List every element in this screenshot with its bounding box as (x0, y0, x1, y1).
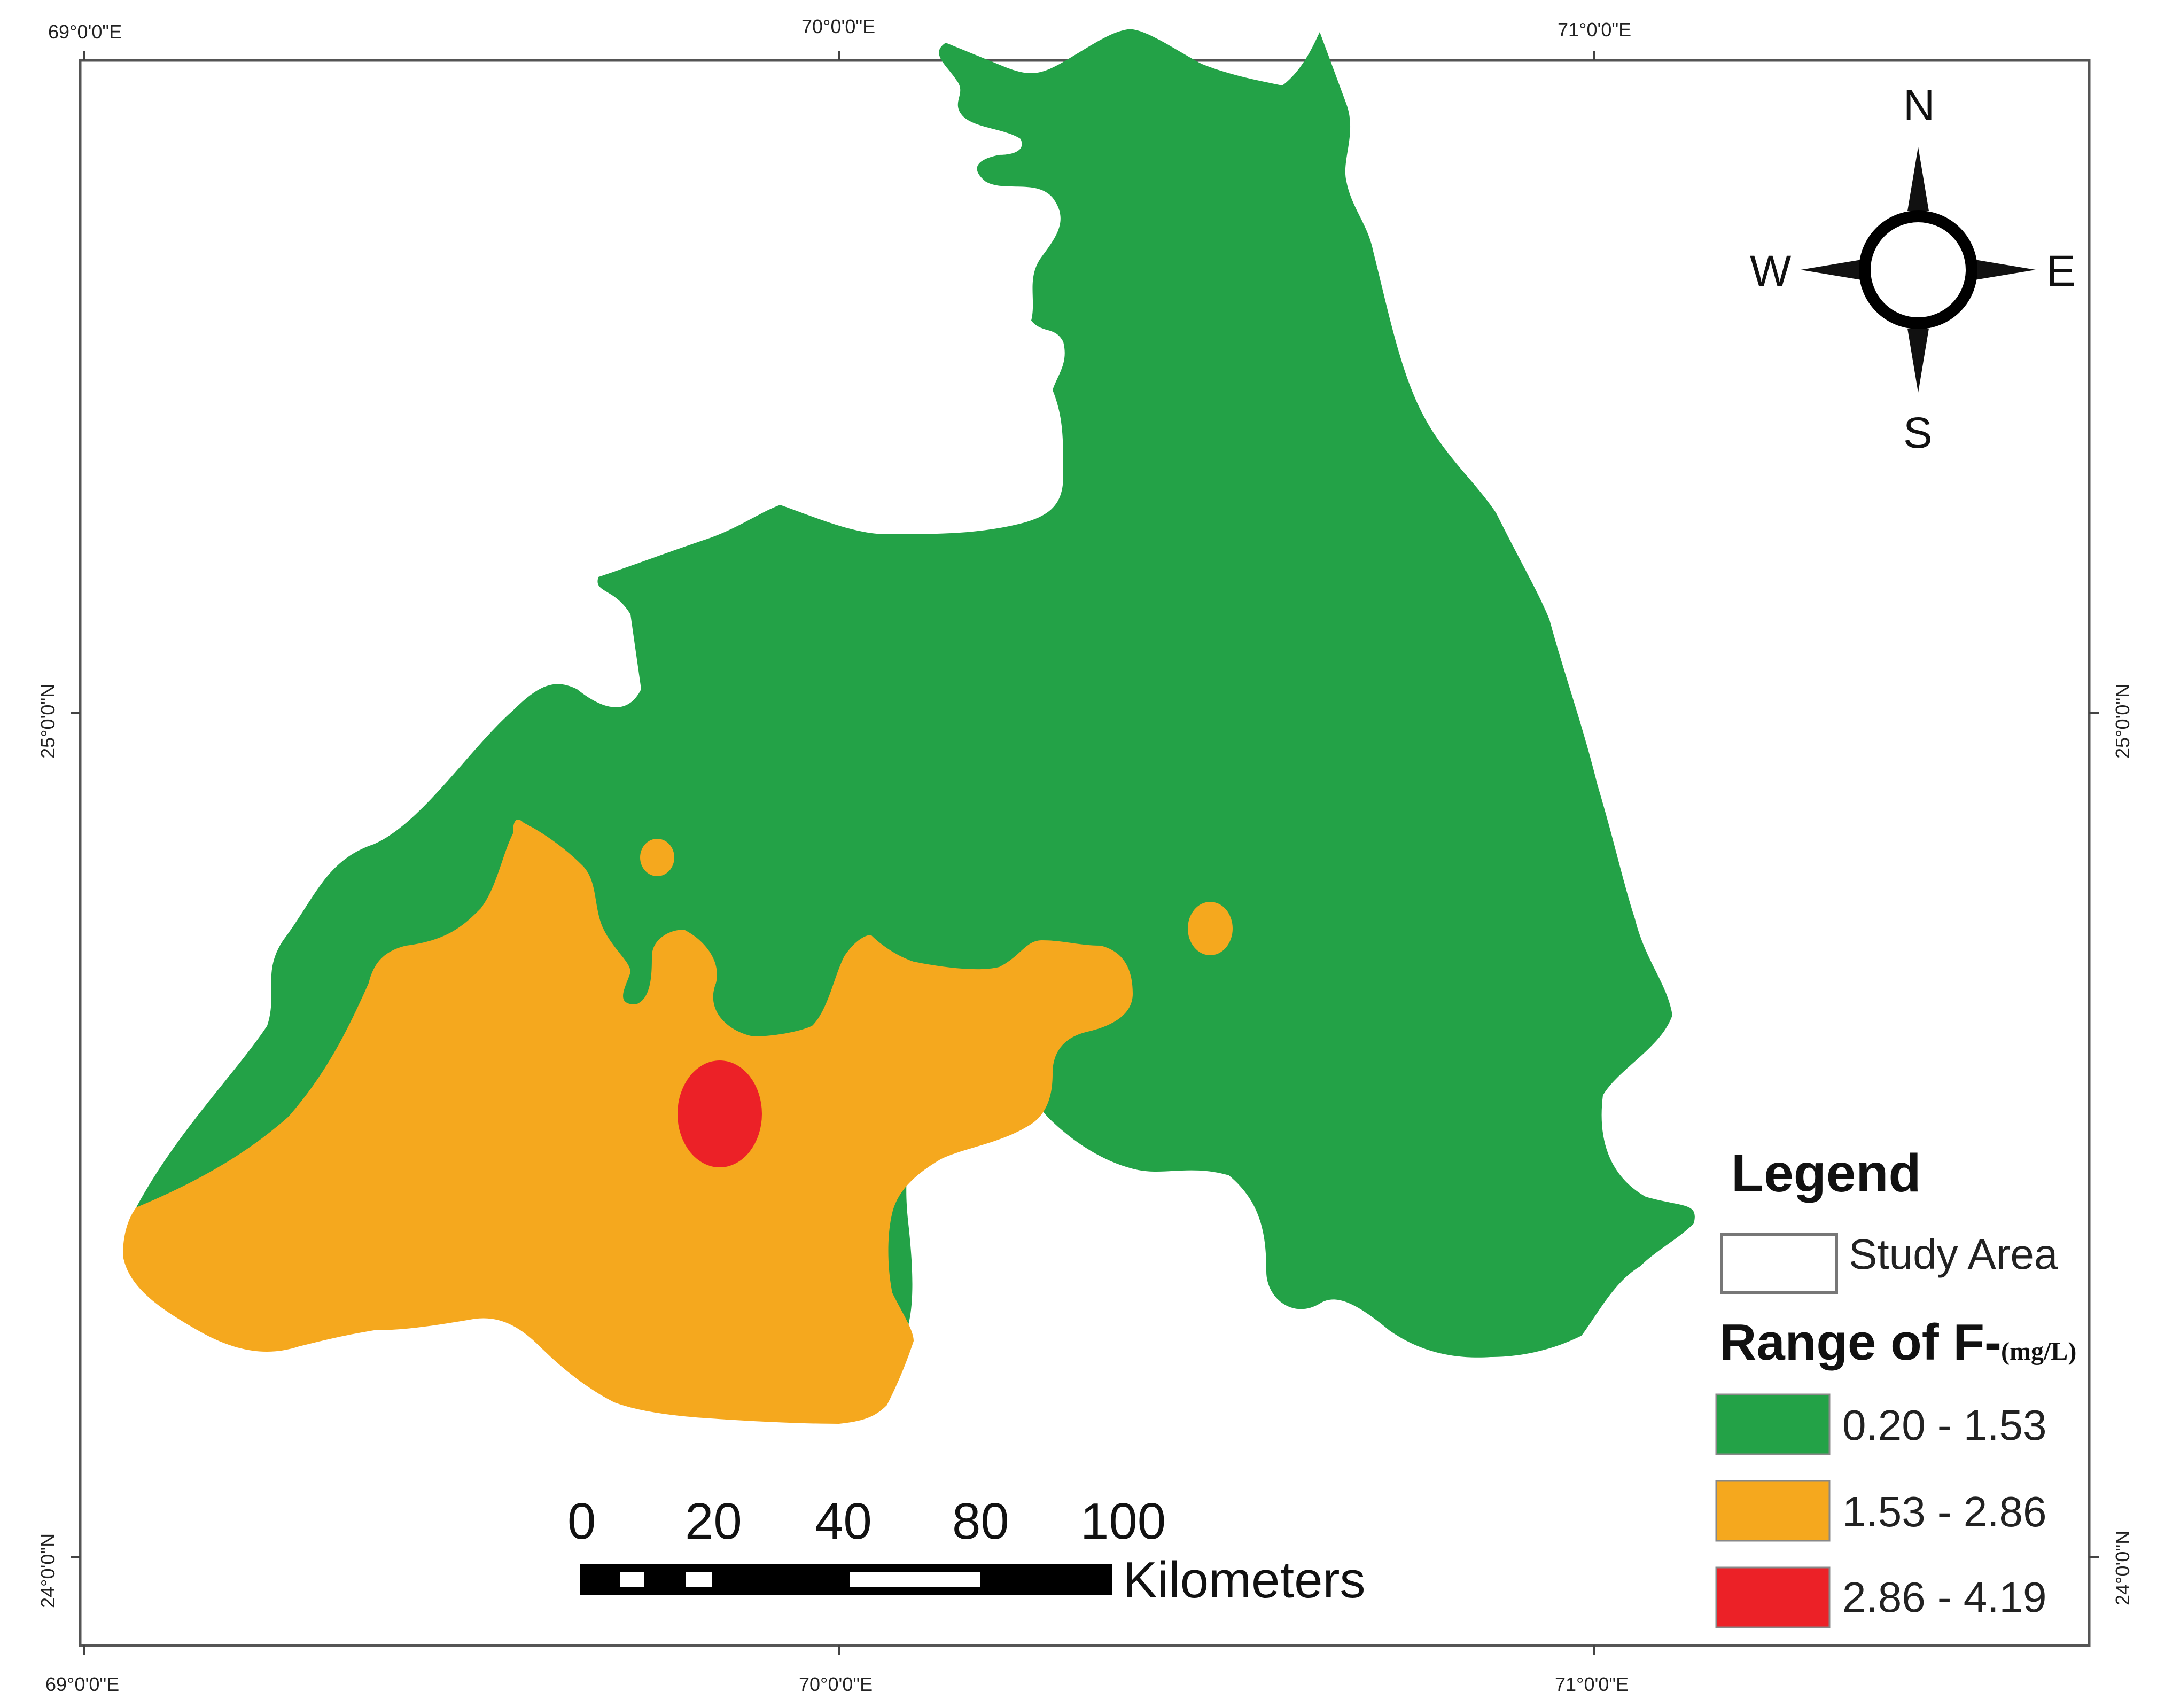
left-lat-label-2: 24°0'0"N (37, 1533, 59, 1608)
legend-title: Legend (1731, 1143, 1921, 1203)
zone-high-fluoride (678, 1060, 762, 1167)
legend-swatch-high (1715, 1566, 1831, 1628)
scale-bar-segment-white-2 (686, 1572, 712, 1587)
right-lat-label-1: 25°0'0"N (2112, 684, 2133, 759)
scale-bar-segment-white-3 (850, 1572, 980, 1587)
legend-label-high: 2.86 - 4.19 (1842, 1573, 2047, 1621)
compass-north-point (1907, 147, 1929, 211)
top-lon-label-3: 71°0'0"E (1558, 19, 1631, 41)
scale-bar: 0 20 40 80 100 Kilometers (567, 1493, 1365, 1609)
scale-tick-100: 100 (1080, 1493, 1166, 1550)
compass-south-label: S (1903, 409, 1933, 457)
compass-west-label: W (1750, 247, 1792, 295)
legend-swatch-low (1715, 1393, 1831, 1455)
compass-south-point (1907, 329, 1929, 393)
left-lat-label-1: 25°0'0"N (37, 684, 59, 759)
legend-swatch-medium (1715, 1480, 1831, 1542)
zone-medium-spot-2 (1188, 902, 1233, 955)
compass-north-label: N (1903, 81, 1935, 130)
scale-bar-segment-white-1 (620, 1572, 644, 1587)
scale-tick-20: 20 (685, 1493, 742, 1550)
top-lon-label-2: 70°0'0"E (801, 15, 875, 37)
zone-medium-spot-1 (640, 839, 674, 876)
graticule-ticks (71, 51, 2099, 1655)
compass-east-point (1972, 259, 2036, 280)
legend-study-area-swatch (1720, 1233, 1838, 1294)
right-lat-label-2: 24°0'0"N (2112, 1531, 2133, 1605)
scale-tick-40: 40 (815, 1493, 872, 1550)
legend-range-unit: (mg/L) (2001, 1337, 2076, 1366)
scale-tick-80: 80 (952, 1493, 1009, 1550)
legend-label-medium: 1.53 - 2.86 (1842, 1488, 2047, 1535)
bottom-lon-label-1: 69°0'0"E (45, 1673, 119, 1695)
legend-study-area-label: Study Area (1849, 1230, 2058, 1278)
top-lon-label-1: 69°0'0"E (48, 21, 122, 43)
zone-medium-fluoride (123, 820, 1133, 1424)
scale-tick-0: 0 (567, 1493, 596, 1550)
legend: Legend Study Area Range of F- (mg/L) 0.2… (1715, 1143, 2076, 1628)
bottom-lon-label-2: 70°0'0"E (799, 1673, 873, 1695)
compass-west-point (1801, 259, 1865, 280)
compass-east-label: E (2046, 247, 2076, 295)
bottom-lon-label-3: 71°0'0"E (1555, 1673, 1629, 1695)
scale-unit-label: Kilometers (1123, 1551, 1365, 1609)
north-arrow-compass: N S W E (1750, 81, 2076, 457)
scale-bar-frame (580, 1564, 1112, 1595)
compass-ring (1859, 210, 1977, 329)
legend-range-title: Range of F- (1719, 1314, 2002, 1371)
legend-label-low: 0.20 - 1.53 (1842, 1401, 2047, 1449)
